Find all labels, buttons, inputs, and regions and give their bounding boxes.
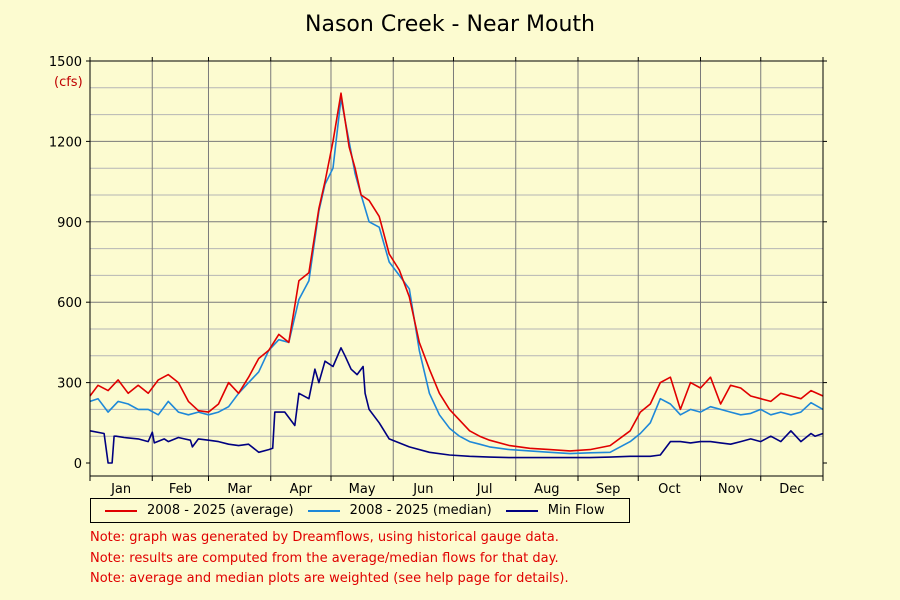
x-tick-label: Aug: [534, 482, 559, 497]
y-tick-label: 300: [57, 377, 82, 392]
y-tick-label: 900: [57, 216, 82, 231]
legend-swatch: [505, 509, 538, 512]
y-unit-label: (cfs): [54, 75, 83, 90]
note-line: Note: results are computed from the aver…: [90, 550, 559, 566]
y-tick-label: 0: [74, 457, 82, 472]
legend-swatch: [105, 509, 137, 512]
x-tick-label: Jul: [476, 482, 493, 497]
x-tick-label: Jun: [412, 482, 433, 497]
x-tick-label: Mar: [227, 482, 252, 497]
legend-label: 2008 - 2025 (average): [147, 503, 294, 518]
plot-frame: [89, 60, 824, 477]
chart-title: Nason Creek - Near Mouth: [305, 12, 595, 37]
x-tick-label: Jan: [110, 482, 131, 497]
note-line: Note: average and median plots are weigh…: [90, 571, 569, 586]
x-tick-label: Oct: [658, 482, 680, 497]
x-axis: Jan Feb Mar Apr May Jun Jul Aug Sep Oct Nov Dec: [89, 57, 824, 497]
x-tick-label: Feb: [169, 482, 192, 497]
legend: 2008 - 2025 (average) 2008 - 2025 (median…: [90, 498, 630, 523]
legend-item: Min Flow: [505, 503, 605, 518]
series-layer: [89, 92, 824, 464]
plot-area: [90, 61, 823, 476]
x-tick-label: Nov: [718, 482, 744, 497]
legend-label: Min Flow: [547, 503, 605, 518]
x-tick-label: Apr: [290, 482, 313, 497]
notes: Note: graph was generated by Dreamflows,…: [90, 528, 569, 590]
legend-swatch: [307, 509, 340, 512]
legend-item: 2008 - 2025 (average): [105, 503, 294, 518]
series-line: [89, 97, 824, 455]
series-line: [89, 346, 824, 464]
legend-label: 2008 - 2025 (median): [349, 503, 492, 518]
y-tick-label: 1200: [49, 135, 82, 150]
y-tick-label: 600: [57, 296, 82, 311]
y-tick-label: 1500: [49, 55, 82, 70]
note-line: Note: graph was generated by Dreamflows,…: [90, 530, 559, 545]
x-tick-label: Dec: [779, 482, 804, 497]
x-tick-label: May: [349, 482, 376, 497]
x-tick-label: Sep: [596, 482, 621, 497]
legend-item: 2008 - 2025 (median): [307, 503, 492, 518]
series-line: [89, 92, 824, 452]
y-axis: 0 300 600 900 1200 1500: [49, 55, 827, 472]
